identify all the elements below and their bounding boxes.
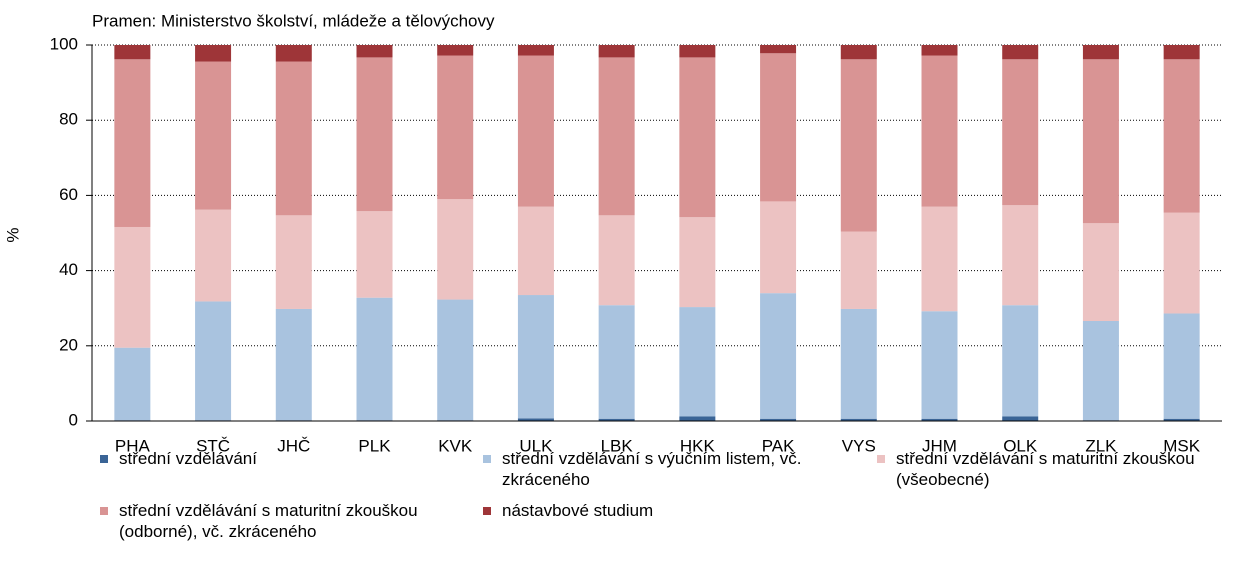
bar-segment: [114, 226, 151, 348]
bar-segment: [275, 61, 312, 216]
x-tick-label: LBK: [601, 436, 634, 455]
y-axis-label: %: [3, 227, 22, 242]
bar-segment: [275, 45, 312, 62]
bar-segment: [1163, 418, 1200, 421]
y-tick-label: 0: [69, 410, 78, 429]
bar-segment: [840, 308, 877, 419]
bar-segment: [679, 45, 716, 58]
x-tick-label: JHČ: [277, 436, 310, 455]
bar-segment: [114, 45, 151, 60]
bar-segment: [275, 308, 312, 421]
x-tick-label: PLK: [358, 436, 391, 455]
bar-segment: [517, 206, 554, 296]
y-tick-label: 20: [59, 335, 78, 354]
bar-segment: [114, 347, 151, 421]
bar-segment: [437, 199, 474, 300]
bar-segment: [1082, 45, 1119, 60]
bar-segment: [517, 55, 554, 207]
bar-segment: [1163, 45, 1200, 60]
x-tick-label: ULK: [519, 436, 553, 455]
y-tick-label: 40: [59, 260, 78, 279]
legend-swatch: [100, 507, 108, 515]
bar-segment: [840, 418, 877, 421]
bar-segment: [195, 45, 232, 62]
bar-segment: [114, 59, 151, 227]
bar-segment: [598, 305, 635, 419]
x-tick-label: HKK: [680, 436, 716, 455]
bar-segment: [517, 295, 554, 419]
bar-segment: [921, 45, 958, 56]
x-tick-label: PHA: [115, 436, 151, 455]
bar-segment: [1082, 59, 1119, 224]
bar-segment: [356, 211, 393, 298]
bar-segment: [437, 45, 474, 56]
x-tick-label: VYS: [842, 436, 876, 455]
bar-segment: [437, 299, 474, 421]
bar-segment: [598, 45, 635, 58]
bar-segment: [1002, 305, 1039, 417]
chart-subtitle: Pramen: Ministerstvo školství, mládeže a…: [92, 11, 495, 30]
bar-segment: [195, 301, 232, 421]
bar-segment: [921, 55, 958, 207]
y-tick-label: 100: [50, 34, 78, 53]
bar-segment: [517, 418, 554, 421]
bar-segment: [760, 418, 797, 421]
bar-segment: [1163, 313, 1200, 419]
bar-segment: [760, 293, 797, 419]
bar-segment: [760, 45, 797, 54]
y-tick-label: 60: [59, 185, 78, 204]
bar-segment: [840, 231, 877, 309]
bar-segment: [275, 215, 312, 309]
bar-segment: [1163, 212, 1200, 314]
bar-segment: [1082, 223, 1119, 321]
bar-segment: [195, 209, 232, 302]
legend-label: střední vzdělávání: [119, 449, 257, 468]
x-tick-label: ZLK: [1085, 436, 1117, 455]
bar-segment: [679, 307, 716, 417]
bar-segment: [356, 297, 393, 421]
bar-segment: [679, 217, 716, 308]
bar-segment: [356, 45, 393, 58]
legend-swatch: [877, 455, 885, 463]
bar-segment: [840, 59, 877, 232]
bar-segment: [921, 311, 958, 419]
x-tick-label: OLK: [1003, 436, 1038, 455]
bar-segment: [517, 45, 554, 56]
legend-label: střední vzdělávání s maturitní zkouškou …: [896, 449, 1195, 489]
legend-swatch: [100, 455, 108, 463]
legend-label: nástavbové studium: [502, 501, 654, 520]
bar-segment: [1002, 59, 1039, 206]
bar-segment: [921, 206, 958, 312]
x-tick-label: PAK: [762, 436, 795, 455]
bar-segment: [356, 57, 393, 212]
bar-segment: [195, 61, 232, 210]
legend-swatch: [483, 507, 491, 515]
y-tick-label: 80: [59, 110, 78, 129]
legend-label: střední vzdělávání s maturitní zkouškou …: [119, 501, 418, 541]
bar-segment: [921, 418, 958, 421]
bar-segment: [598, 57, 635, 216]
bar-segment: [598, 215, 635, 306]
x-tick-label: MSK: [1163, 436, 1201, 455]
x-tick-label: KVK: [438, 436, 473, 455]
bar-segment: [679, 57, 716, 218]
bar-segment: [1002, 205, 1039, 306]
x-tick-label: JHM: [922, 436, 957, 455]
bar-segment: [1002, 416, 1039, 421]
legend-swatch: [483, 455, 491, 463]
bar-segment: [840, 45, 877, 60]
bar-segment: [679, 416, 716, 421]
bar-segment: [598, 418, 635, 421]
legend-label: střední vzdělávání s výučním listem, vč.…: [502, 449, 802, 489]
bar-segment: [437, 55, 474, 200]
bar-segment: [1002, 45, 1039, 60]
bar-segment: [760, 53, 797, 202]
bar-segment: [1163, 59, 1200, 213]
x-tick-label: STČ: [196, 436, 230, 455]
bar-segment: [1082, 320, 1119, 421]
bar-segment: [760, 201, 797, 294]
